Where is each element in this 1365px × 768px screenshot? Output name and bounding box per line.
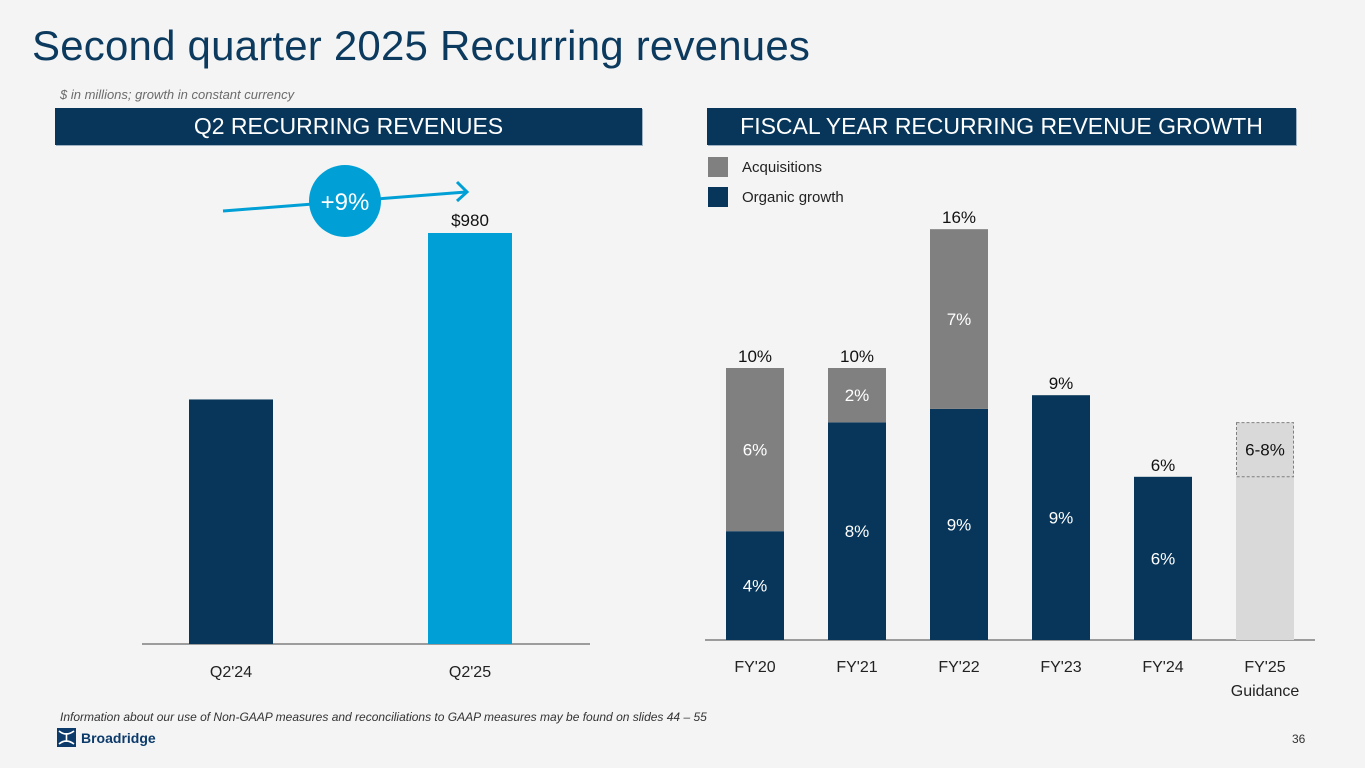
logo-text: Broadridge (81, 729, 156, 746)
bar-value-label: $980 (451, 211, 489, 230)
bar-q224 (189, 399, 273, 644)
page-title: Second quarter 2025 Recurring revenues (32, 22, 811, 69)
bar-organic-fy20 (726, 531, 784, 640)
broadridge-logo-icon (57, 728, 76, 747)
legend-label: Acquisitions (742, 158, 823, 176)
x-tick-label: FY'21 (836, 659, 877, 676)
bar-guidance-range (1236, 422, 1294, 478)
legend-item-acquisitions: Acquisitions (708, 152, 844, 182)
right-section-banner: FISCAL YEAR RECURRING REVENUE GROWTH (707, 108, 1296, 145)
bar-total-label: 9% (1049, 374, 1074, 393)
bar-organic-fy22 (930, 408, 988, 640)
x-tick-label: FY'23 (1040, 659, 1081, 676)
bar-total-label: 10% (840, 347, 874, 366)
bar-acquisitions-fy20 (726, 368, 784, 532)
bar-acquisitions-fy21 (828, 368, 886, 423)
x-tick-label: FY'20 (734, 659, 775, 676)
legend-item-organic: Organic growth (708, 182, 844, 212)
bar-total-label: 6% (1151, 456, 1176, 475)
legend-swatch-acquisitions (708, 157, 728, 177)
guidance-label: 6-8% (1245, 441, 1285, 460)
page-number: 36 (1292, 732, 1306, 746)
x-tick-label: FY'25 (1244, 659, 1285, 676)
bar-guidance-fy25 (1236, 476, 1294, 640)
bar-segment-label: 9% (1049, 509, 1074, 528)
x-tick-label: FY'22 (938, 659, 979, 676)
bar-segment-label: 6% (1151, 549, 1176, 568)
bar-segment-label: 9% (947, 515, 972, 534)
x-tick-label: Q2'25 (449, 664, 491, 681)
bar-organic-fy21 (828, 422, 886, 640)
bar-acquisitions-fy22 (930, 229, 988, 409)
broadridge-logo: Broadridge (57, 728, 156, 747)
legend-swatch-organic (708, 187, 728, 207)
bar-segment-label: 7% (947, 310, 972, 329)
legend-label: Organic growth (742, 188, 844, 206)
footnote: Information about our use of Non-GAAP me… (60, 710, 707, 724)
bar-segment-label: 4% (743, 577, 768, 596)
growth-badge (309, 165, 381, 237)
bar-segment-label: 2% (845, 386, 870, 405)
bar-organic-fy23 (1032, 395, 1090, 640)
bar-total-label: 10% (738, 347, 772, 366)
x-tick-label: Guidance (1231, 683, 1300, 700)
bar-segment-label: 6% (743, 441, 768, 460)
x-tick-label: FY'24 (1142, 659, 1183, 676)
growth-badge-label: +9% (321, 189, 370, 216)
bar-organic-fy24 (1134, 476, 1192, 640)
bar-segment-label: 8% (845, 522, 870, 541)
left-section-banner: Q2 RECURRING REVENUES (55, 108, 642, 145)
growth-arrow-head-icon (455, 180, 470, 203)
chart-legend: Acquisitions Organic growth (708, 152, 844, 212)
bar-q225 (428, 233, 512, 644)
bar-total-label: 16% (942, 208, 976, 227)
x-tick-label: Q2'24 (210, 664, 252, 681)
subtitle: $ in millions; growth in constant curren… (60, 87, 295, 102)
